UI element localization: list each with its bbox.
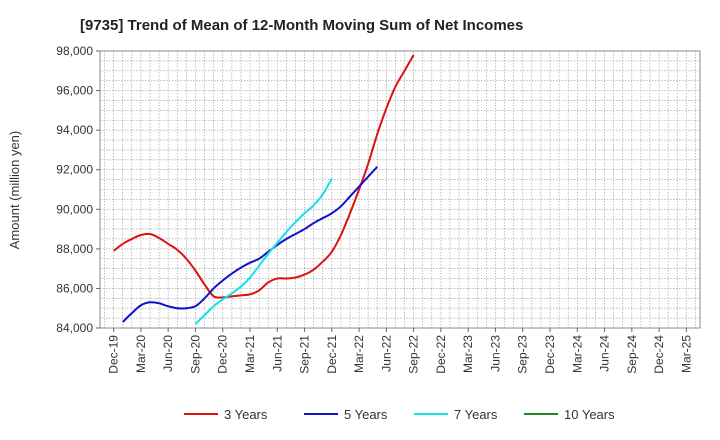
- legend-label: 5 Years: [344, 407, 388, 422]
- x-tick-label: Dec-20: [216, 335, 230, 374]
- x-tick-label: Dec-19: [107, 335, 121, 374]
- x-tick-label: Jun-23: [488, 335, 502, 372]
- x-axis-ticks: Dec-19 Mar-20 Jun-20 Sep-20 Dec-20 Mar-21 Jun-…: [107, 328, 693, 374]
- series-line-5-years: [122, 166, 379, 323]
- y-tick-label: 90,000: [56, 202, 93, 216]
- y-tick-label: 88,000: [56, 242, 93, 256]
- x-tick-label: Jun-22: [379, 335, 393, 372]
- x-tick-label: Mar-21: [243, 335, 257, 373]
- series-line-7-years: [194, 178, 333, 325]
- x-tick-label: Mar-23: [461, 335, 475, 373]
- series-layer: [113, 54, 415, 325]
- legend-label: 3 Years: [224, 407, 268, 422]
- x-tick-label: Jun-20: [161, 335, 175, 372]
- y-tick-label: 84,000: [56, 321, 93, 335]
- x-tick-label: Sep-23: [516, 335, 530, 374]
- x-tick-label: Dec-23: [543, 335, 557, 374]
- y-tick-label: 92,000: [56, 163, 93, 177]
- x-tick-label: Sep-22: [407, 335, 421, 374]
- y-tick-label: 98,000: [56, 44, 93, 58]
- x-tick-label: Jun-21: [270, 335, 284, 372]
- x-tick-label: Mar-22: [352, 335, 366, 373]
- x-tick-label: Jun-24: [598, 335, 612, 372]
- x-tick-label: Dec-21: [325, 335, 339, 374]
- legend-label: 7 Years: [454, 407, 498, 422]
- legend-label: 10 Years: [564, 407, 615, 422]
- y-tick-label: 94,000: [56, 123, 93, 137]
- x-tick-label: Sep-24: [625, 335, 639, 374]
- y-axis-label: Amount (million yen): [7, 131, 22, 250]
- x-tick-label: Mar-24: [570, 335, 584, 373]
- y-tick-label: 96,000: [56, 84, 93, 98]
- chart-title: [9735] Trend of Mean of 12-Month Moving …: [80, 17, 523, 34]
- x-tick-label: Mar-25: [679, 335, 693, 373]
- x-tick-label: Sep-21: [298, 335, 312, 374]
- y-tick-label: 86,000: [56, 281, 93, 295]
- x-tick-label: Dec-24: [652, 335, 666, 374]
- series-line-3-years: [113, 54, 415, 299]
- legend: 3 Years 5 Years 7 Years 10 Years: [184, 407, 615, 422]
- x-tick-label: Mar-20: [134, 335, 148, 373]
- x-tick-label: Dec-22: [434, 335, 448, 374]
- x-tick-label: Sep-20: [188, 335, 202, 374]
- y-axis-ticks: 84,000 86,000 88,000 90,000 92,000 94,000 96,0…: [56, 44, 100, 335]
- grid: [100, 51, 700, 328]
